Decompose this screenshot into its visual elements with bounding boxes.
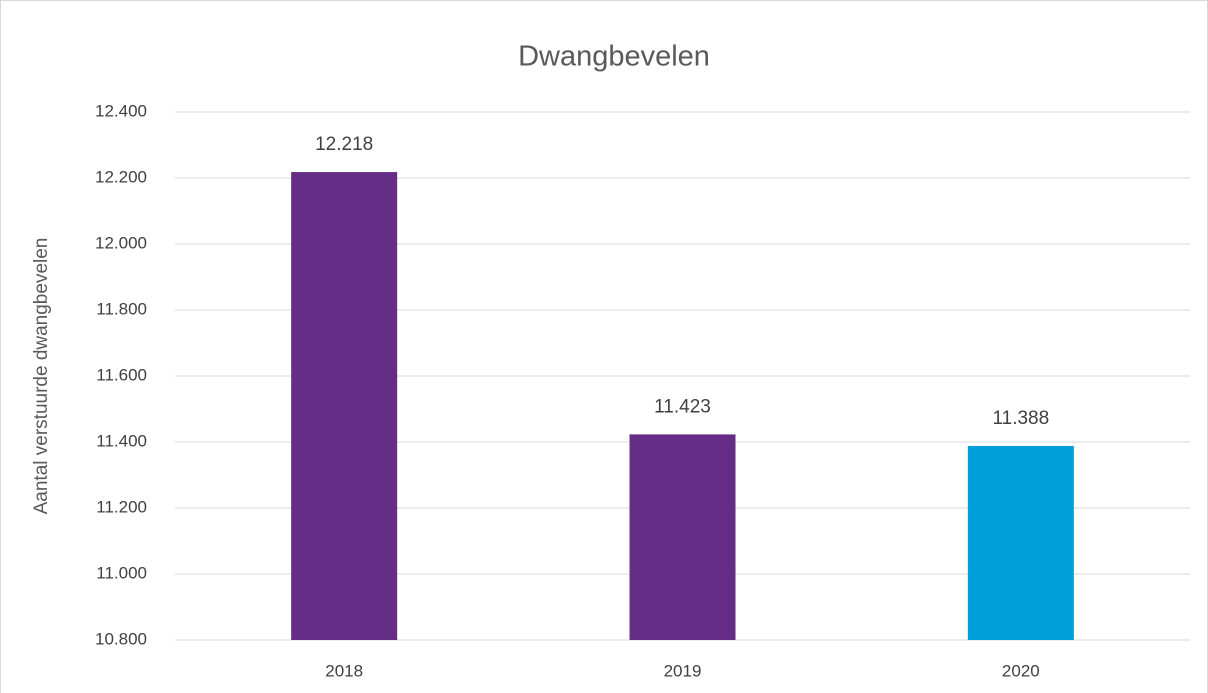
y-tick-label: 11.000 bbox=[96, 563, 147, 582]
y-tick-label: 11.800 bbox=[96, 299, 147, 318]
value-label: 12.218 bbox=[315, 134, 373, 155]
value-label: 11.388 bbox=[992, 408, 1049, 429]
x-tick-label: 2020 bbox=[1002, 661, 1040, 680]
y-tick-label: 12.000 bbox=[95, 233, 147, 252]
y-tick-label: 11.600 bbox=[96, 365, 147, 384]
y-tick-label: 11.400 bbox=[96, 431, 147, 450]
x-tick-label: 2019 bbox=[664, 661, 702, 680]
y-axis-label: Aantal verstuurde dwangbevelen bbox=[31, 238, 52, 515]
y-tick-label: 10.800 bbox=[95, 629, 147, 648]
chart-title: Dwangbevelen bbox=[518, 41, 710, 73]
value-label: 11.423 bbox=[654, 396, 711, 417]
y-tick-label: 11.200 bbox=[96, 497, 147, 516]
bar bbox=[967, 445, 1074, 640]
y-tick-label: 12.400 bbox=[95, 101, 147, 120]
bar bbox=[291, 172, 398, 640]
bar bbox=[629, 434, 736, 640]
y-tick-label: 12.200 bbox=[95, 167, 147, 186]
x-tick-label: 2018 bbox=[325, 661, 363, 680]
